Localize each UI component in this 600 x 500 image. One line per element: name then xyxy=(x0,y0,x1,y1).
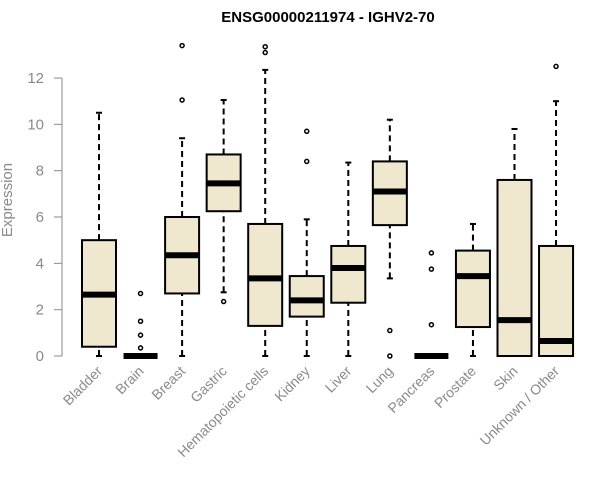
y-tick-label: 8 xyxy=(36,163,44,180)
box-iqr xyxy=(454,249,491,329)
boxes-group xyxy=(81,42,575,359)
box-iqr xyxy=(330,244,367,304)
outlier-point xyxy=(387,327,393,334)
box-lung xyxy=(371,118,408,359)
outlier-point xyxy=(387,353,393,359)
box-skin xyxy=(496,127,533,357)
box-breast xyxy=(164,42,201,357)
x-tick-label: Kidney xyxy=(271,363,313,405)
box-brain xyxy=(123,290,158,359)
outlier-point xyxy=(137,290,144,297)
outlier-point xyxy=(137,318,144,325)
x-tick-label: Prostate xyxy=(431,363,479,411)
y-tick-label: 10 xyxy=(27,116,44,133)
box-iqr xyxy=(288,275,325,318)
box-hematopoietic-cells xyxy=(247,43,284,357)
y-tick-label: 12 xyxy=(27,70,44,87)
outlier-point xyxy=(137,345,144,351)
x-tick-label: Lung xyxy=(363,363,396,396)
x-tick-label: Brain xyxy=(112,363,146,397)
outlier-point xyxy=(428,266,435,272)
outlier-point xyxy=(428,250,435,256)
y-axis: 0 2 4 6 8 10 12 xyxy=(27,70,63,365)
box-bladder xyxy=(81,111,117,357)
box-iqr xyxy=(247,222,284,327)
box-prostate xyxy=(454,222,491,357)
outlier-point xyxy=(553,63,559,70)
x-tick-label: Bladder xyxy=(60,363,106,409)
outlier-point xyxy=(262,49,268,56)
x-tick-label: Breast xyxy=(148,363,188,403)
outlier-point xyxy=(220,298,227,305)
box-liver xyxy=(330,161,367,357)
y-axis-label: Expression xyxy=(0,163,16,237)
outlier-point xyxy=(304,128,310,135)
x-tick-label: Unknown / Other xyxy=(477,363,563,449)
box-iqr xyxy=(496,178,533,357)
outlier-point xyxy=(137,332,144,338)
outlier-point xyxy=(179,42,185,49)
y-tick-label: 0 xyxy=(36,348,44,365)
x-tick-label: Skin xyxy=(490,363,521,394)
outlier-point xyxy=(262,43,268,50)
box-pancreas xyxy=(414,250,449,359)
box-iqr xyxy=(538,244,575,358)
y-tick-label: 4 xyxy=(36,255,44,272)
outlier-point xyxy=(428,321,435,328)
box-unknown-other xyxy=(538,63,575,358)
box-gastric xyxy=(205,99,242,305)
y-tick-label: 2 xyxy=(36,302,44,319)
x-tick-label: Liver xyxy=(322,363,355,396)
outlier-point xyxy=(179,97,185,103)
box-kidney xyxy=(288,128,325,357)
chart-title: ENSG00000211974 - IGHV2-70 xyxy=(221,9,434,26)
outlier-point xyxy=(304,158,310,165)
y-tick-label: 6 xyxy=(36,209,44,226)
